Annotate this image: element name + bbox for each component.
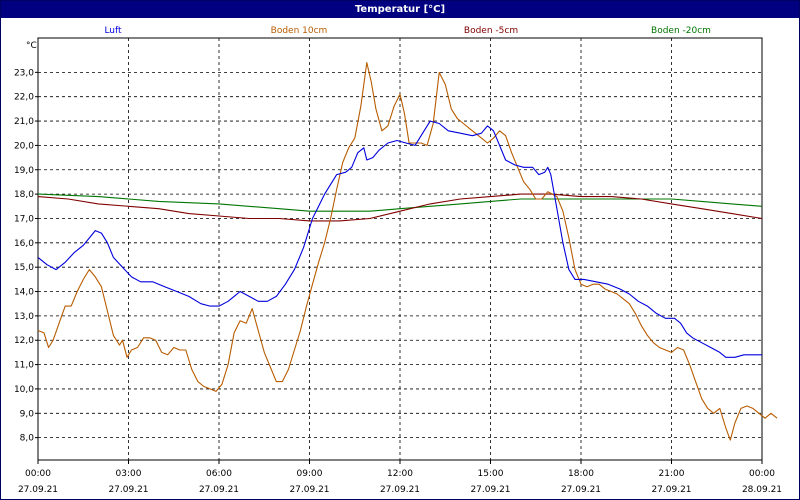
x-tick-date-label: 27.09.21 xyxy=(108,485,148,495)
x-tick-date-label: 27.09.21 xyxy=(380,485,420,495)
y-tick-label: 22,0 xyxy=(14,93,34,103)
legend-entry: Boden -5cm xyxy=(464,26,518,36)
y-tick-label: 14,0 xyxy=(14,288,34,298)
y-axis-unit-label: °C xyxy=(26,41,37,51)
y-tick-label: 13,0 xyxy=(14,312,34,322)
x-tick-date-label: 28.09.21 xyxy=(742,485,782,495)
y-tick-label: 9,0 xyxy=(20,409,35,419)
x-tick-date-label: 27.09.21 xyxy=(651,485,691,495)
y-tick-label: 17,0 xyxy=(14,214,34,224)
series-line xyxy=(37,193,763,222)
y-tick-label: 10,0 xyxy=(14,385,34,395)
series-line xyxy=(37,62,778,441)
x-tick-time-label: 15:00 xyxy=(478,469,504,479)
y-tick-label: 18,0 xyxy=(14,190,34,200)
x-tick-date-label: 27.09.21 xyxy=(289,485,329,495)
y-tick-label: 12,0 xyxy=(14,336,34,346)
series-line xyxy=(37,193,763,212)
x-tick-time-label: 12:00 xyxy=(387,469,413,479)
y-tick-label: 23,0 xyxy=(14,68,34,78)
y-tick-label: 11,0 xyxy=(14,361,34,371)
chart-title: Temperatur [°C] xyxy=(1,1,799,18)
series-lines xyxy=(37,62,778,441)
grid xyxy=(38,38,762,460)
x-tick-date-label: 27.09.21 xyxy=(470,485,510,495)
x-tick-time-label: 00:00 xyxy=(25,469,51,479)
y-tick-label: 20,0 xyxy=(14,141,34,151)
x-tick-time-label: 21:00 xyxy=(659,469,685,479)
x-tick-time-label: 00:00 xyxy=(749,469,775,479)
legend-entry: Luft xyxy=(104,26,122,36)
legend: Luft Boden 10cm Boden -5cm Boden -20cm xyxy=(104,26,711,36)
series-line xyxy=(37,120,762,358)
y-axis-ticks: 8,0 9,0 10,0 11,0 12,0 13,0 14,0 15,0 16,0 17,0 18… xyxy=(14,68,38,444)
x-tick-date-label: 27.09.21 xyxy=(561,485,601,495)
x-tick-date-label: 27.09.21 xyxy=(199,485,239,495)
legend-entry: Boden 10cm xyxy=(271,26,328,36)
y-tick-label: 16,0 xyxy=(14,239,34,249)
x-axis-ticks: 00:00 27.09.21 03:00 27.09.21 06:00 27.09.21 0… xyxy=(18,460,782,495)
y-tick-label: 21,0 xyxy=(14,117,34,127)
legend-entry: Boden -20cm xyxy=(651,26,711,36)
x-tick-time-label: 09:00 xyxy=(297,469,323,479)
y-tick-label: 8,0 xyxy=(20,434,35,444)
y-tick-label: 15,0 xyxy=(14,263,34,273)
x-tick-time-label: 03:00 xyxy=(116,469,142,479)
y-tick-label: 19,0 xyxy=(14,166,34,176)
x-tick-date-label: 27.09.21 xyxy=(18,485,58,495)
x-tick-time-label: 06:00 xyxy=(206,469,232,479)
x-tick-time-label: 18:00 xyxy=(568,469,594,479)
